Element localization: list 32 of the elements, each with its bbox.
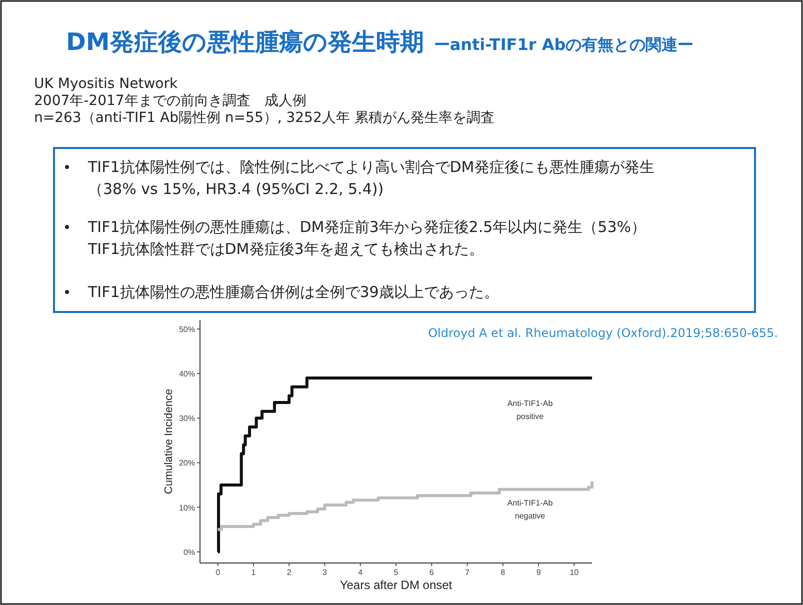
text: n=263（anti-TIF1 Ab陽性例 n=55）, 3252人年 累積がん発生率を調査	[34, 110, 494, 126]
series-label: Anti-TIF1-Ab negative	[507, 498, 554, 520]
y-tick-label: 50%	[178, 324, 195, 334]
x-tick-label: 7	[465, 568, 470, 577]
chart-title: DM発症後の悪性腫瘍の発生時期	[66, 28, 424, 56]
x-tick-label: 3	[322, 568, 328, 577]
x-tick-label: 2	[286, 568, 292, 577]
annotation: Oldroyd A et al. Rheumatology (Oxford).2019;58:650-655.	[428, 326, 778, 340]
chart-subtitle: ーanti-TIF1r Abの有無との関連ー	[434, 35, 694, 54]
y-tick-label: 20%	[178, 458, 195, 468]
x-tick-label: 6	[429, 568, 434, 577]
x-tick-label: 5	[394, 568, 399, 577]
text: UK Myositis Network	[34, 76, 178, 92]
text: 2007年-2017年までの前向き調査 成人例	[34, 93, 306, 109]
y-tick-label: 30%	[178, 414, 195, 424]
y-tick-label: 10%	[178, 503, 195, 512]
x-tick-label: 4	[358, 568, 364, 577]
y-axis-title: Cumulative Incidence	[163, 388, 175, 494]
y-tick-label: 0%	[183, 548, 195, 557]
x-axis-title: Years after DM onset	[340, 578, 453, 592]
x-tick-label: 10	[570, 568, 580, 577]
text: TIF1抗体陽性例では、陰性例に比べてより高い割合でDM発症後にも悪性腫瘍が発生	[87, 158, 654, 176]
x-tick-label: 8	[500, 568, 506, 577]
text: （38% vs 15%, HR3.4 (95%CI 2.2, 5.4))	[88, 180, 384, 198]
text: TIF1抗体陽性の悪性腫瘍合併例は全例で39歳以上であった。	[87, 283, 499, 301]
text: TIF1抗体陰性群ではDM発症後3年を超えても検出された。	[87, 240, 484, 258]
x-tick-label: 0	[216, 568, 221, 577]
y-tick-label: 40%	[178, 370, 195, 379]
x-tick-label: 1	[251, 568, 256, 577]
x-tick-label: 9	[536, 568, 542, 577]
text: Anti-TIF1-Ab positive	[507, 398, 554, 421]
text: TIF1抗体陽性例の悪性腫瘍は、DM発症前3年から発症後2.5年以内に発生（53%）	[87, 218, 646, 236]
